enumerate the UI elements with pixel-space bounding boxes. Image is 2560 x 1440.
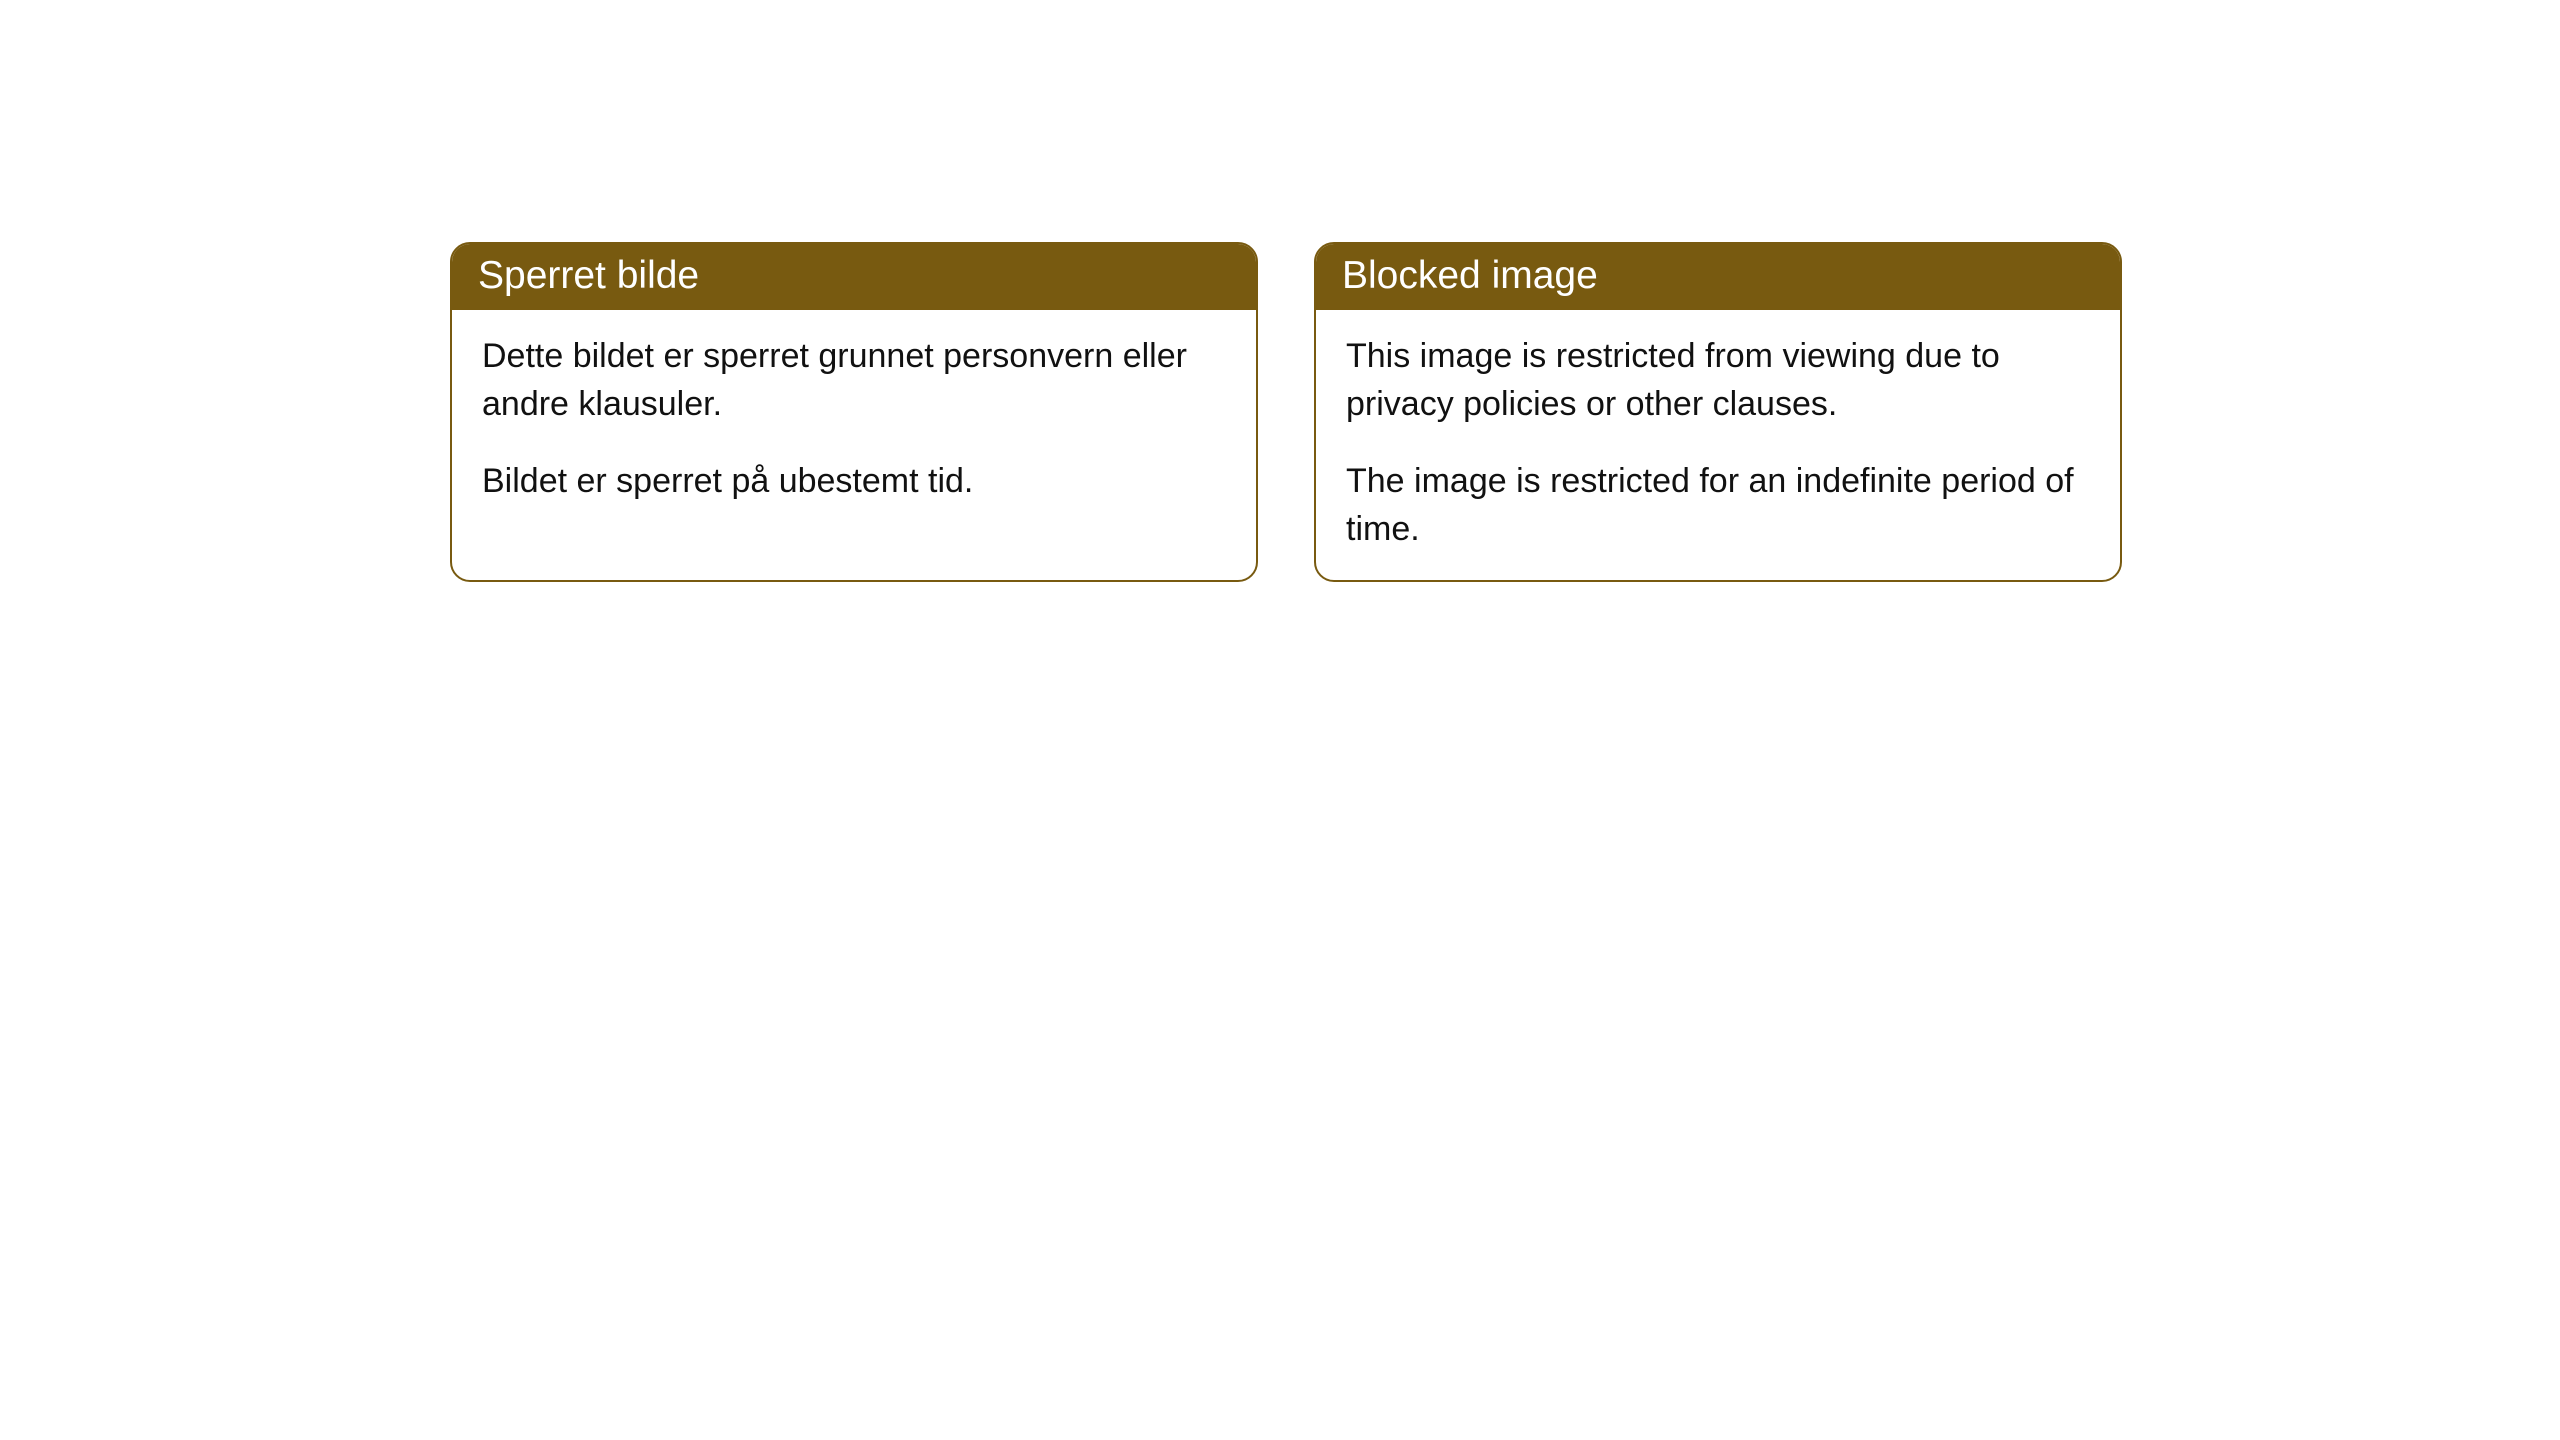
notice-cards-container: Sperret bilde Dette bildet er sperret gr…	[450, 242, 2122, 582]
card-body-norwegian: Dette bildet er sperret grunnet personve…	[452, 310, 1256, 535]
card-header-english: Blocked image	[1316, 244, 2120, 310]
card-text-norwegian-1: Dette bildet er sperret grunnet personve…	[482, 332, 1226, 429]
card-text-norwegian-2: Bildet er sperret på ubestemt tid.	[482, 457, 1226, 505]
card-body-english: This image is restricted from viewing du…	[1316, 310, 2120, 582]
card-text-english-1: This image is restricted from viewing du…	[1346, 332, 2090, 429]
blocked-image-card-english: Blocked image This image is restricted f…	[1314, 242, 2122, 582]
card-text-english-2: The image is restricted for an indefinit…	[1346, 457, 2090, 554]
card-header-norwegian: Sperret bilde	[452, 244, 1256, 310]
blocked-image-card-norwegian: Sperret bilde Dette bildet er sperret gr…	[450, 242, 1258, 582]
